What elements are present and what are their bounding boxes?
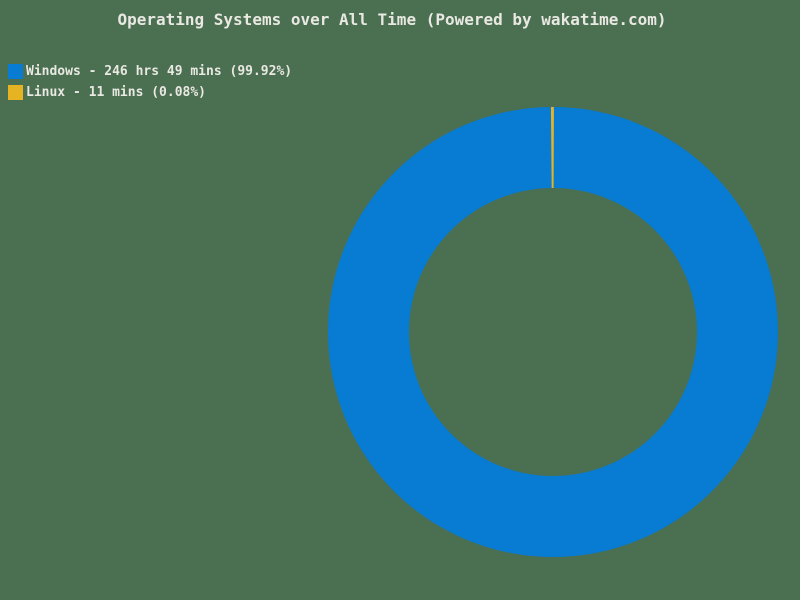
chart-title: Operating Systems over All Time (Powered… xyxy=(117,10,667,29)
legend-swatch-windows xyxy=(8,64,23,79)
legend-swatch-linux xyxy=(8,85,23,100)
donut-slice-linux xyxy=(550,107,554,189)
legend-item-linux: Linux - 11 mins (0.08%) xyxy=(8,82,292,103)
legend-label-windows: Windows - 246 hrs 49 mins (99.92%) xyxy=(26,64,293,79)
legend: Windows - 246 hrs 49 mins (99.92%) Linux… xyxy=(8,61,292,103)
legend-label-linux: Linux - 11 mins (0.08%) xyxy=(26,85,207,100)
legend-item-windows: Windows - 246 hrs 49 mins (99.92%) xyxy=(8,61,292,82)
donut-slices xyxy=(328,107,779,557)
donut-slice-windows xyxy=(328,107,779,557)
